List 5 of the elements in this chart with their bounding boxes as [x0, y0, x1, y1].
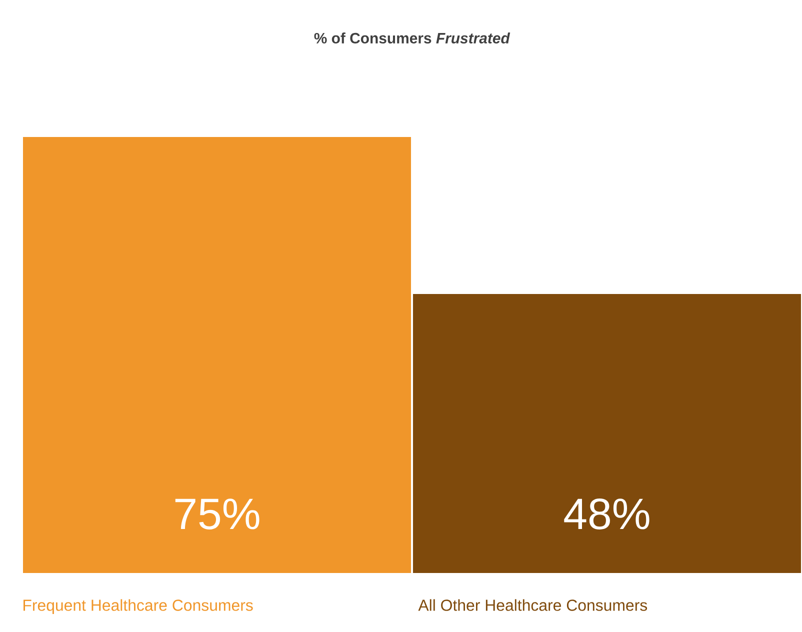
data-label: 75% [175, 498, 260, 530]
data-label: 48% [564, 498, 650, 530]
x-tick-label: Frequent Healthcare Consumers [24, 599, 253, 614]
chart-title: % of Consumers Frustrated [314, 32, 510, 44]
x-tick-label: All Other Healthcare Consumers [418, 599, 648, 611]
